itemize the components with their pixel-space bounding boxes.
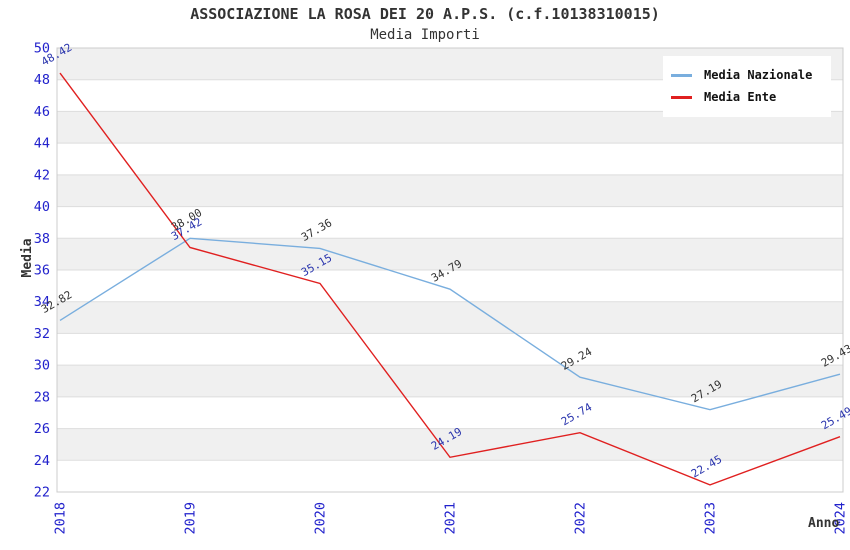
- y-tick-label: 46: [34, 104, 50, 120]
- x-tick-label: 2020: [313, 502, 329, 535]
- y-tick-label: 30: [34, 358, 50, 374]
- plot-band: [57, 365, 843, 397]
- plot-band: [57, 238, 843, 270]
- plot-band: [57, 174, 843, 207]
- y-tick-label: 50: [34, 41, 50, 57]
- y-tick-label: 40: [34, 199, 50, 215]
- plot-border: [56, 47, 844, 493]
- y-tick-label: 38: [34, 231, 50, 247]
- x-tick-label: 2021: [443, 502, 459, 535]
- y-tick-label: 36: [34, 263, 50, 279]
- legend-label: Media Ente: [704, 90, 777, 104]
- legend-swatch-media-ente: [671, 95, 692, 99]
- y-tick-label: 42: [34, 167, 50, 183]
- y-tick-label: 44: [34, 136, 50, 152]
- x-tick-label: 2019: [183, 502, 199, 535]
- x-tick-label: 2024: [833, 502, 849, 535]
- chart-subtitle: Media Importi: [370, 27, 480, 43]
- y-tick-label: 26: [34, 421, 50, 437]
- legend-swatch-media-nazionale: [671, 73, 692, 77]
- legend-item-media-nazionale: Media Nazionale: [671, 65, 823, 85]
- legend-item-media-ente: Media Ente: [671, 87, 823, 107]
- legend: Media Nazionale Media Ente: [663, 56, 831, 117]
- data-point-label: 25.74: [559, 400, 595, 428]
- legend-label: Media Nazionale: [704, 68, 813, 82]
- x-tick-label: 2023: [703, 502, 719, 535]
- plot-band: [57, 428, 843, 461]
- x-tick-label: 2022: [573, 502, 589, 535]
- y-tick-label: 22: [34, 485, 50, 501]
- y-tick-label: 34: [34, 294, 50, 310]
- series-line-media-ente: [59, 72, 841, 486]
- y-tick-label: 24: [34, 453, 50, 469]
- y-tick-label: 32: [34, 326, 50, 342]
- y-tick-label: 48: [34, 72, 50, 88]
- series-line-media-nazionale: [59, 237, 841, 411]
- x-axis-label: Anno: [808, 516, 840, 531]
- y-tick-label: 28: [34, 389, 50, 405]
- x-tick-label: 2018: [53, 502, 69, 535]
- chart-title: ASSOCIAZIONE LA ROSA DEI 20 A.P.S. (c.f.…: [190, 5, 660, 23]
- y-axis-label: Media: [20, 238, 36, 278]
- plot-band: [57, 301, 843, 334]
